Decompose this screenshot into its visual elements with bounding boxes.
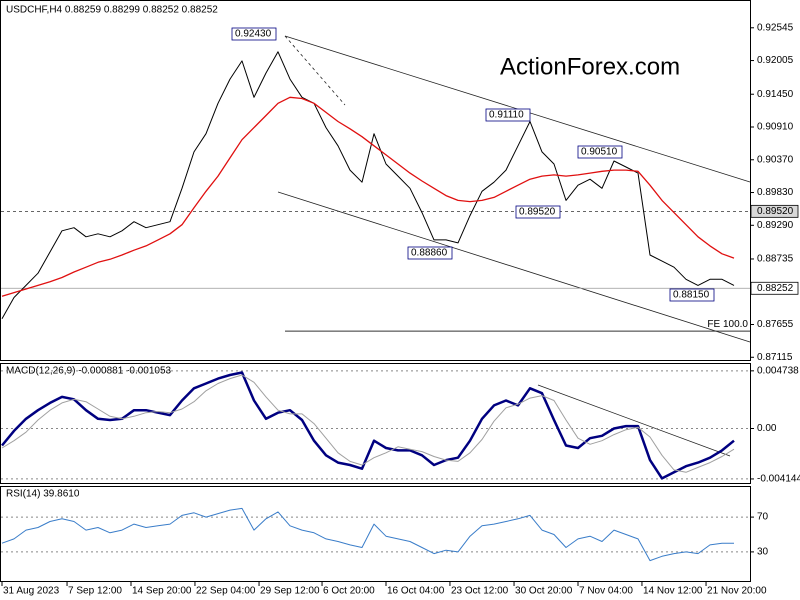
price-title: USDCHF,H4 0.88259 0.88299 0.88252 0.8825…	[6, 5, 218, 16]
x-tick-label: 14 Sep 20:00	[132, 586, 192, 597]
y-tick-label: 0.91450	[757, 89, 794, 100]
x-tick-label: 22 Sep 04:00	[196, 586, 256, 597]
macd-title: MACD(12,26,9) -0.000881 -0.001053	[6, 366, 172, 377]
annotation-box	[231, 27, 277, 41]
y-tick-label: 0.87115	[757, 352, 793, 363]
price-tag	[750, 281, 799, 295]
rsi-title: RSI(14) 39.8610	[6, 489, 80, 500]
rsi-panel	[0, 486, 751, 582]
x-tick-label: 31 Aug 2023	[3, 586, 60, 597]
series-line	[1, 371, 735, 480]
x-tick-label: 7 Nov 04:00	[579, 586, 633, 597]
annotation: 0.88150	[673, 290, 710, 301]
y-tick-label: 0.92005	[757, 55, 794, 66]
y-tick-label: 0.87655	[757, 319, 794, 330]
annotation: 0.92430	[235, 29, 272, 40]
y-tick-label: -0.004144	[757, 474, 800, 485]
annotation-box	[577, 145, 623, 159]
y-tick-label: 0.90910	[757, 122, 794, 133]
price-tag-label: 0.89520	[757, 206, 794, 217]
y-tick-label: 0.90370	[757, 154, 794, 165]
y-tick-label: 0.89830	[757, 187, 794, 198]
y-tick-label: 30	[757, 547, 769, 558]
x-tick-label: 16 Oct 04:00	[387, 586, 445, 597]
channel-lower	[277, 191, 751, 343]
annotation-box	[515, 205, 561, 219]
y-tick-label: 70	[757, 512, 769, 523]
fe-label: FE 100.0	[707, 319, 748, 330]
series-line	[1, 96, 735, 297]
x-tick-label: 6 Oct 20:00	[323, 586, 375, 597]
x-tick-label: 7 Sep 12:00	[68, 586, 122, 597]
price-tag	[750, 204, 799, 218]
y-tick-label: 0.88735	[757, 254, 794, 265]
macd-panel	[0, 363, 751, 484]
annotation-box	[485, 108, 531, 122]
x-tick-label: 14 Nov 12:00	[643, 586, 703, 597]
y-tick-label: 0.00	[757, 423, 777, 434]
annotation-box	[669, 288, 715, 302]
price-panel	[0, 0, 751, 361]
x-tick-label: 29 Sep 12:00	[260, 586, 320, 597]
annotation: 0.88860	[411, 248, 448, 259]
annotation-box	[407, 246, 453, 260]
price-tag-label: 0.88252	[757, 283, 794, 294]
series-line	[1, 507, 734, 562]
macd-trendline	[537, 384, 731, 457]
annotation: 0.89520	[519, 207, 556, 218]
x-tick-label: 30 Oct 20:00	[515, 586, 573, 597]
annotation: 0.91110	[489, 110, 524, 121]
y-tick-label: 0.89290	[757, 220, 794, 231]
annotation: 0.90510	[581, 147, 618, 158]
x-tick-label: 21 Nov 20:00	[707, 586, 767, 597]
series-line	[1, 374, 735, 473]
x-tick-label: 23 Oct 12:00	[451, 586, 509, 597]
y-tick-label: 0.92545	[757, 22, 794, 33]
watermark: ActionForex.com	[500, 53, 680, 80]
y-tick-label: 0.004738	[757, 365, 799, 376]
series-line	[1, 51, 735, 319]
